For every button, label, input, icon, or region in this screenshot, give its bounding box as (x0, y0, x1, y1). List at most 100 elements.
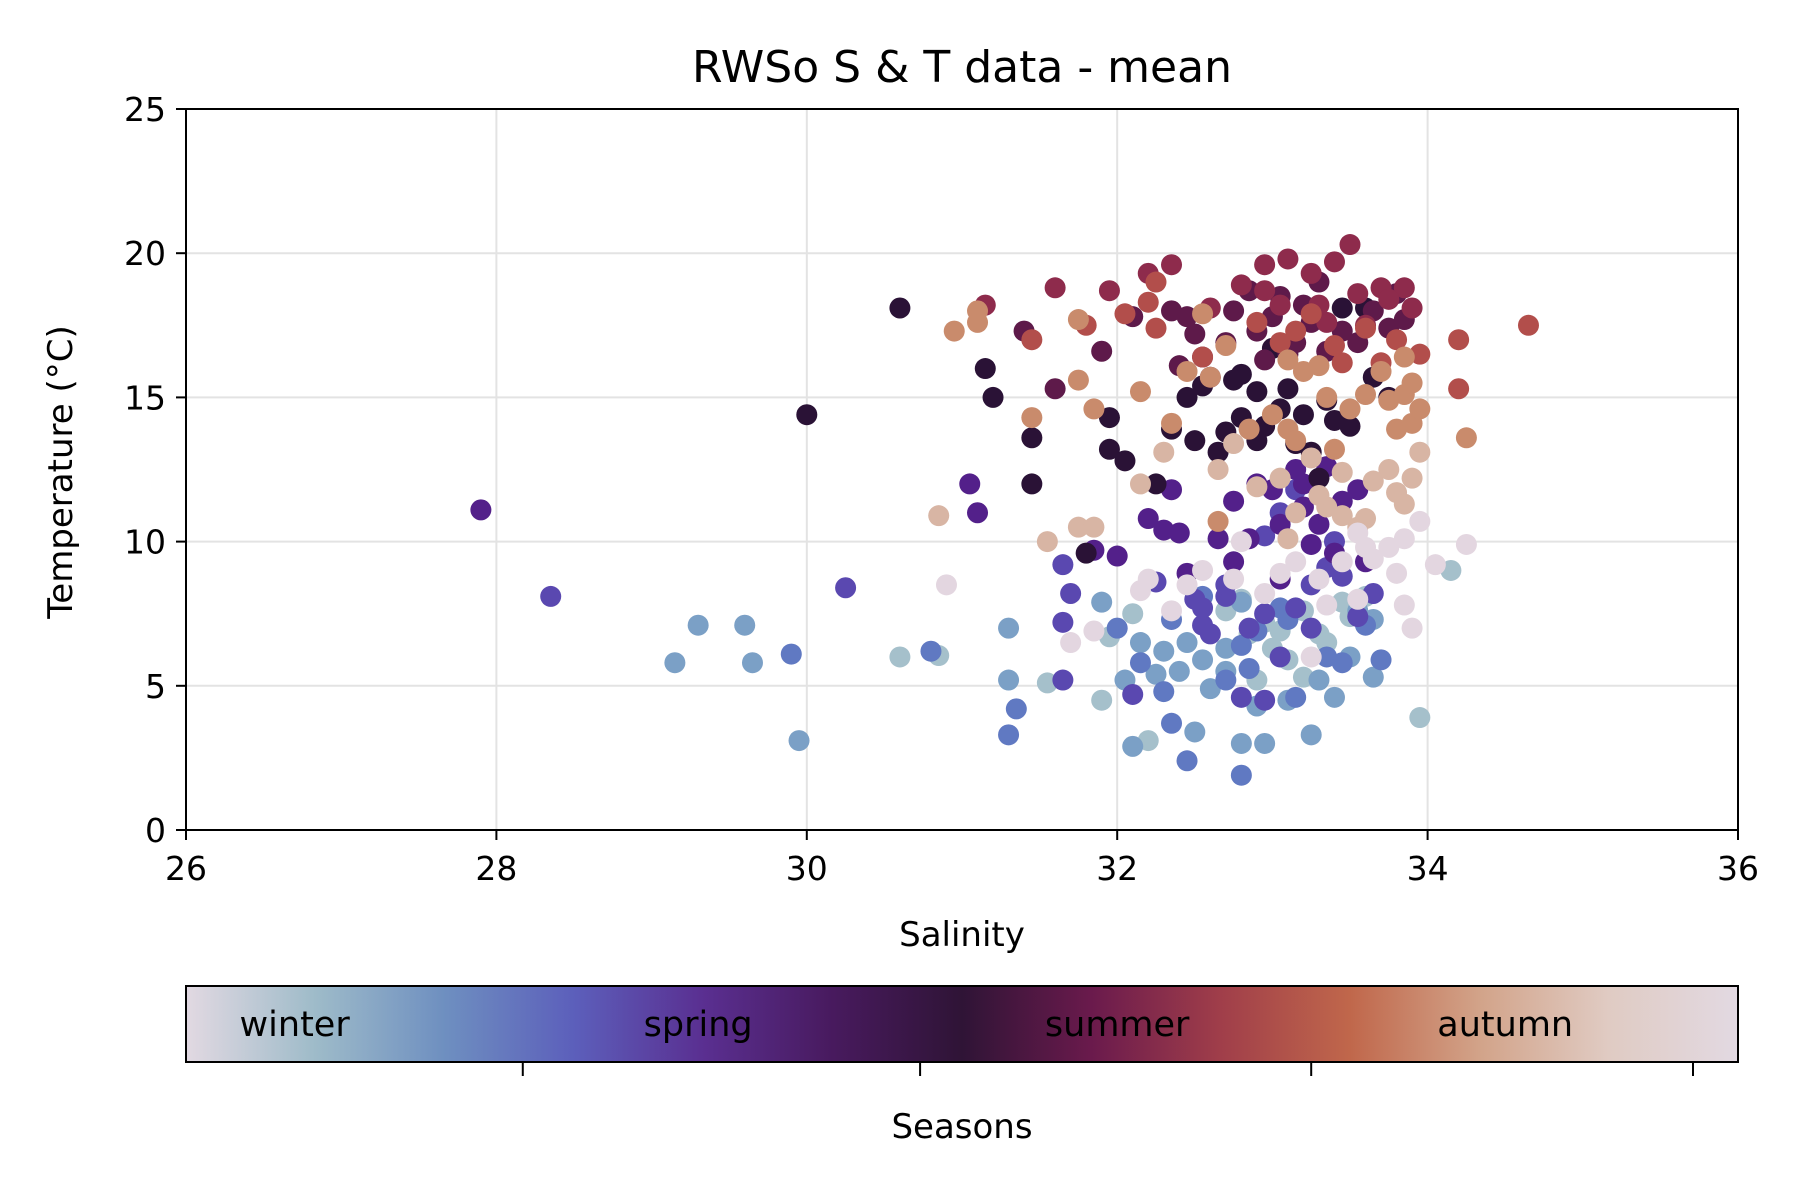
scatter-point (1393, 493, 1415, 515)
scatter-point (1254, 583, 1276, 605)
scatter-point (1300, 447, 1322, 469)
scatter-point (1455, 427, 1477, 449)
x-tick-label: 28 (475, 849, 517, 888)
scatter-point (1230, 764, 1252, 786)
scatter-point (1168, 660, 1190, 682)
scatter-point (1409, 343, 1431, 365)
scatter-point (1021, 329, 1043, 351)
scatter-point (1246, 476, 1268, 498)
scatter-point (1277, 528, 1299, 550)
scatter-point (1254, 732, 1276, 754)
y-tick-label: 0 (145, 811, 166, 850)
scatter-point (1277, 349, 1299, 371)
scatter-point (1401, 617, 1423, 639)
scatter-point (540, 585, 562, 607)
scatter-point (1199, 678, 1221, 700)
x-tick-label: 32 (1096, 849, 1138, 888)
scatter-point (1246, 381, 1268, 403)
scatter-point (1409, 441, 1431, 463)
scatter-point (1075, 542, 1097, 564)
scatter-point (1347, 588, 1369, 610)
scatter-point (1052, 611, 1074, 633)
scatter-point (889, 646, 911, 668)
scatter-point (928, 505, 950, 527)
scatter-point (1122, 603, 1144, 625)
scatter-point (1269, 646, 1291, 668)
scatter-point (1036, 672, 1058, 694)
scatter-point (1036, 531, 1058, 553)
scatter-point (1199, 366, 1221, 388)
colorbar-ticks (521, 1062, 1694, 1076)
scatter-point (1308, 513, 1330, 535)
scatter-point (1176, 386, 1198, 408)
scatter-point (1060, 583, 1082, 605)
scatter-point (1316, 594, 1338, 616)
scatter-point (1300, 724, 1322, 746)
scatter-point (1098, 407, 1120, 429)
scatter-point (1137, 508, 1159, 530)
scatter-point (1153, 519, 1175, 541)
scatter-point (1308, 568, 1330, 590)
scatter-point (1176, 306, 1198, 328)
scatter-point (734, 614, 756, 636)
chart-title: RWSo S & T data - mean (692, 42, 1232, 93)
scatter-point (1223, 490, 1245, 512)
scatter-point (1192, 559, 1214, 581)
scatter-point (1044, 378, 1066, 400)
scatter-point (1153, 640, 1175, 662)
colorbar-season-label: spring (644, 1005, 753, 1045)
scatter-point (1393, 594, 1415, 616)
x-tick-label: 34 (1407, 849, 1449, 888)
scatter-point (967, 300, 989, 322)
scatter-point (470, 499, 492, 521)
scatter-point (1060, 632, 1082, 654)
scatter-point (1331, 352, 1353, 374)
scatter-point (1285, 551, 1307, 573)
scatter-point (1401, 297, 1423, 319)
scatter-point (1161, 412, 1183, 434)
scatter-point (1021, 427, 1043, 449)
scatter-point (1129, 632, 1151, 654)
scatter-point (1161, 254, 1183, 276)
scatter-point (982, 386, 1004, 408)
scatter-point (1448, 329, 1470, 351)
scatter-point (1261, 404, 1283, 426)
scatter-point (1378, 459, 1400, 480)
scatter-point (1145, 473, 1167, 495)
scatter-point (1168, 522, 1190, 544)
scatter-point (1339, 398, 1361, 420)
scatter-point (835, 577, 857, 599)
scatter-point (998, 617, 1020, 639)
scatter-point (1331, 505, 1353, 527)
scatter-point (1091, 340, 1113, 362)
scatter-point (1323, 438, 1345, 460)
scatter-point (998, 724, 1020, 746)
scatter-point (1300, 617, 1322, 639)
scatter-point (1223, 300, 1245, 322)
scatter-point (1300, 262, 1322, 284)
scatter-point (1114, 303, 1136, 325)
scatter-point (1207, 441, 1229, 463)
scatter-point (1448, 378, 1470, 400)
scatter-point (1285, 686, 1307, 708)
scatter-point (796, 404, 818, 426)
scatter-point (1331, 297, 1353, 319)
scatter-point (1386, 329, 1408, 351)
scatter-point (1098, 280, 1120, 302)
scatter-point (1323, 686, 1345, 708)
scatter-point (1292, 404, 1314, 426)
y-tick-label: 15 (124, 378, 166, 417)
scatter-point (1230, 732, 1252, 754)
scatter-point (1230, 634, 1252, 656)
scatter-point (1393, 528, 1415, 550)
scatter-point (1277, 248, 1299, 270)
scatter-point (1254, 280, 1276, 302)
scatter-point (1269, 332, 1291, 354)
scatter-point (1122, 735, 1144, 757)
scatter-point (1223, 433, 1245, 455)
scatter-point (1122, 683, 1144, 705)
scatter-point (1277, 378, 1299, 400)
scatter-point (1114, 450, 1136, 472)
scatter-point (1246, 311, 1268, 333)
